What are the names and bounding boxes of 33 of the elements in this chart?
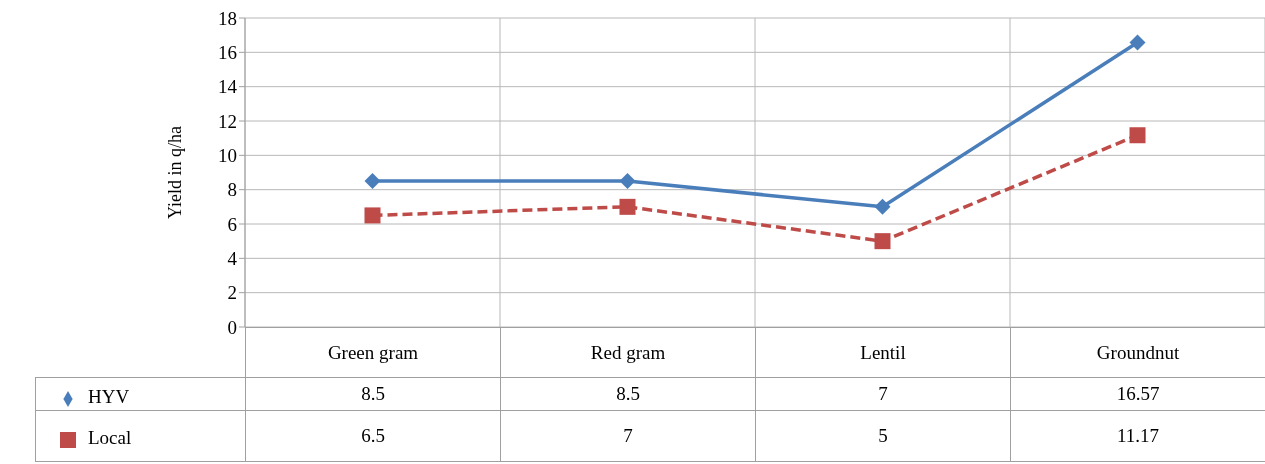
legend-label: Local [88,427,132,448]
y-tick-label: 4 [227,248,238,270]
x-tick-label: Groundnut [1010,327,1265,378]
y-tick-label: 14 [218,76,238,98]
data-label: 7 [500,410,756,462]
data-label: 8.5 [245,377,501,411]
point [874,233,891,250]
point [364,173,381,190]
point [1129,127,1146,144]
x-tick-label: Red gram [500,327,756,378]
point [1129,34,1146,51]
point [874,198,891,215]
y-tick-label: 0 [227,316,237,338]
point [619,173,636,190]
data-label: 16.57 [1010,377,1265,411]
y-tick-label: 6 [227,213,237,235]
data-label: 11.17 [1010,410,1265,462]
y-axis-title: Yield in q/ha [165,126,186,219]
y-tick-label: 18 [218,7,237,29]
point [619,198,636,215]
y-tick-label: 8 [227,179,237,201]
data-label: 8.5 [500,377,756,411]
legend-label: HYV [88,386,130,407]
x-tick-label: Green gram [245,327,501,378]
y-tick-label: 16 [218,42,237,64]
y-tick-label: 12 [218,110,237,132]
y-tick-label: 2 [227,282,237,304]
point [364,207,381,224]
data-label: 5 [755,410,1011,462]
x-tick-label: Lentil [755,327,1011,378]
y-tick-label: 10 [218,145,237,167]
data-label: 6.5 [245,410,501,462]
data-label: 7 [755,377,1011,411]
